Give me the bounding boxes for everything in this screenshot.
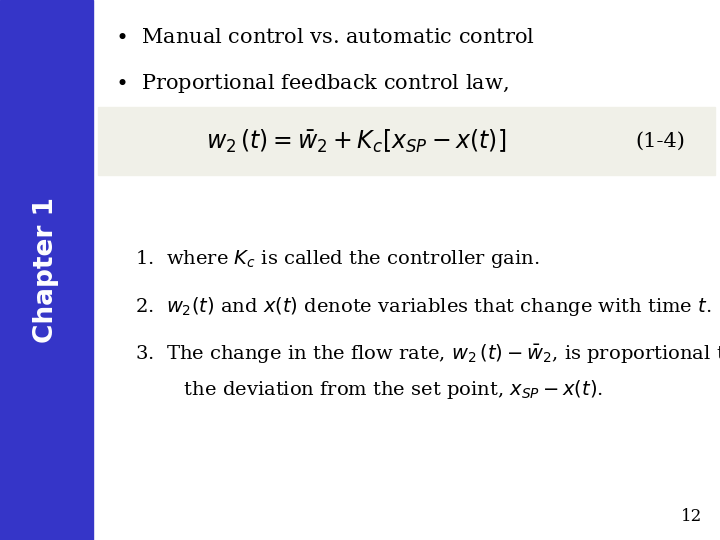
Text: 1.  where $K_c$ is called the controller gain.: 1. where $K_c$ is called the controller … bbox=[135, 248, 539, 270]
Text: 12: 12 bbox=[680, 508, 702, 525]
Text: $w_2\,(t)=\bar{w}_2+K_c\left[x_{SP}-x(t)\right]$: $w_2\,(t)=\bar{w}_2+K_c\left[x_{SP}-x(t)… bbox=[206, 127, 506, 154]
Text: (1-4): (1-4) bbox=[635, 132, 685, 151]
Text: $\bullet$  Manual control vs. automatic control: $\bullet$ Manual control vs. automatic c… bbox=[115, 28, 535, 47]
Text: the deviation from the set point, $x_{SP}-x(t)$.: the deviation from the set point, $x_{SP… bbox=[153, 378, 603, 401]
Text: Chapter 1: Chapter 1 bbox=[34, 197, 60, 343]
Text: 2.  $w_2(t)$ and $x(t)$ denote variables that change with time $t$.: 2. $w_2(t)$ and $x(t)$ denote variables … bbox=[135, 295, 711, 318]
Bar bbox=[98, 107, 715, 175]
Text: $\bullet$  Proportional feedback control law,: $\bullet$ Proportional feedback control … bbox=[115, 72, 509, 95]
Text: 3.  The change in the flow rate, $w_2\,(t)-\bar{w}_2$, is proportional to: 3. The change in the flow rate, $w_2\,(t… bbox=[135, 342, 720, 365]
Bar bbox=[0, 0, 93, 540]
